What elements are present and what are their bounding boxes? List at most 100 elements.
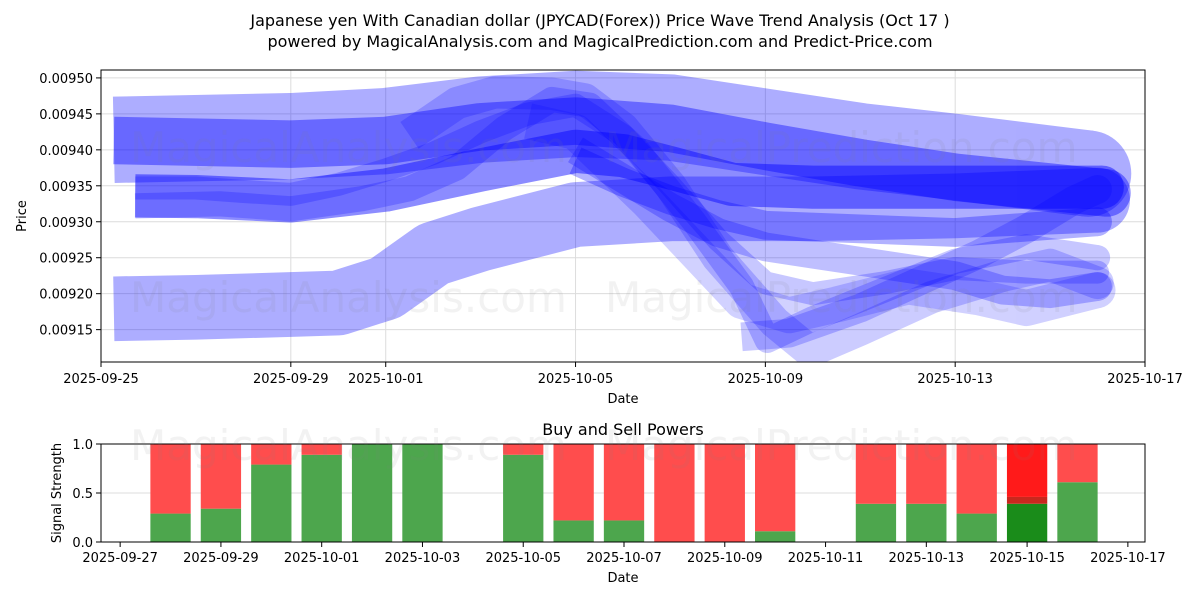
wave-band xyxy=(135,93,1110,306)
watermark-text: MagicalPrediction.com xyxy=(605,421,1078,470)
y-tick-label: 0.00930 xyxy=(39,216,93,231)
x-axis-label: Date xyxy=(607,571,638,586)
y-tick-label: 0.00950 xyxy=(39,72,93,87)
x-tick-label: 2025-09-29 xyxy=(183,551,259,566)
bar-stack xyxy=(956,444,997,542)
sell-bar xyxy=(855,444,897,504)
buy-sell-power-chart: Buy and Sell Powers Date Signal Strength… xyxy=(50,420,1166,586)
wave-band-end-cap xyxy=(1083,272,1112,301)
wave-band-end-cap xyxy=(1044,130,1132,217)
bar-stack xyxy=(1057,444,1098,542)
bar-stack xyxy=(351,444,393,542)
y-tick-label: 0.5 xyxy=(72,487,93,502)
x-tick-label: 2025-10-13 xyxy=(917,372,993,387)
wave-band-path xyxy=(524,103,1102,334)
buy-bar xyxy=(402,444,443,542)
buy-bar xyxy=(301,454,342,542)
watermark-text: MagicalPrediction.com xyxy=(605,123,1078,172)
wave-band-path xyxy=(134,129,1103,223)
sell-bar xyxy=(956,444,997,514)
grid xyxy=(100,70,1146,362)
y-tick-label: 0.0 xyxy=(72,536,93,551)
bar-stack xyxy=(906,444,947,542)
y-tick-label: 0.00925 xyxy=(39,252,93,267)
buy-bar xyxy=(251,464,292,542)
wave-band-path xyxy=(113,167,1099,342)
bar-stack xyxy=(251,444,292,542)
sell-bar xyxy=(1057,444,1098,483)
buy-bar xyxy=(553,520,594,542)
price-wave-chart: Date Price 2025-09-25 2025-09-29 2025-10-0… xyxy=(15,69,1183,407)
bar-stack xyxy=(1006,444,1048,542)
bar-stack xyxy=(855,444,897,542)
buy-bar xyxy=(603,520,645,542)
buy-bar xyxy=(1006,503,1048,542)
bar-stack xyxy=(200,444,242,542)
wave-band-path xyxy=(112,70,1094,217)
wave-band-end-cap xyxy=(1083,169,1131,217)
wave-band-end-cap xyxy=(1083,174,1112,204)
bar-stack xyxy=(402,444,443,542)
sell-bar xyxy=(906,444,947,504)
wave-band xyxy=(134,86,1111,353)
wave-band-end-cap xyxy=(1080,165,1124,209)
buy-bar xyxy=(755,531,796,542)
buy-bar xyxy=(503,454,544,542)
title-line-2: powered by MagicalAnalysis.com and Magic… xyxy=(267,32,932,51)
bar-stack xyxy=(654,444,695,542)
buy-bar xyxy=(906,503,947,542)
x-tick-label: 2025-09-25 xyxy=(63,372,139,387)
bar-stack xyxy=(755,444,796,542)
wave-band xyxy=(134,129,1124,223)
sell-bar xyxy=(704,444,745,542)
wave-band-path xyxy=(400,76,1104,362)
y-tick-label: 0.00940 xyxy=(39,144,93,159)
buy-bar xyxy=(200,508,242,542)
x-tick-label: 2025-10-09 xyxy=(728,372,804,387)
sell-bar xyxy=(603,444,645,521)
wave-band-end-cap xyxy=(1083,207,1112,237)
wave-band-end-cap xyxy=(1065,167,1130,233)
y-axis-label: Signal Strength xyxy=(50,443,65,543)
sell-bar xyxy=(251,444,292,465)
wave-band xyxy=(568,137,1112,309)
bar-stack xyxy=(503,444,544,542)
watermark-text: MagicalPrediction.com xyxy=(605,273,1078,322)
buy-bar xyxy=(855,503,897,542)
sell-bar xyxy=(654,444,695,542)
sell-bar xyxy=(503,444,544,455)
y-tick-label: 0.00920 xyxy=(39,288,93,303)
x-tick-label: 2025-09-27 xyxy=(82,551,158,566)
x-tick-label: 2025-10-05 xyxy=(485,551,561,566)
wave-band-end-cap xyxy=(1084,245,1111,271)
wave-band-path xyxy=(569,147,1099,247)
watermark-text: MagicalAnalysis.com xyxy=(130,421,567,470)
y-tick-label: 1.0 xyxy=(72,438,93,453)
y-tick-label: 0.00935 xyxy=(39,180,93,195)
wave-band-path xyxy=(568,137,1100,309)
wave-band xyxy=(113,97,1131,217)
overlap-bar xyxy=(1006,496,1048,504)
x-tick-label: 2025-10-07 xyxy=(586,551,662,566)
wave-band-path xyxy=(134,86,1100,353)
bars xyxy=(150,444,1098,542)
sell-bar xyxy=(301,444,342,455)
wave-band-end-cap xyxy=(1079,272,1116,309)
bar-stack xyxy=(603,444,645,542)
title-line-1: Japanese yen With Canadian dollar (JPYCA… xyxy=(249,11,949,30)
wave-band xyxy=(740,174,1112,352)
wave-band xyxy=(113,167,1130,342)
wave-band-path xyxy=(740,176,1104,352)
bar-stack xyxy=(301,444,342,542)
figure-title: Japanese yen With Canadian dollar (JPYCA… xyxy=(249,11,949,51)
watermark-text: MagicalAnalysis.com xyxy=(130,273,567,322)
bar-stack xyxy=(704,444,745,542)
buy-bar xyxy=(351,444,393,542)
bar-stack xyxy=(553,444,594,542)
wave-band-end-cap xyxy=(1086,260,1110,284)
wave-band xyxy=(112,70,1132,217)
x-tick-label: 2025-10-17 xyxy=(1090,551,1166,566)
sell-bar xyxy=(150,444,191,514)
